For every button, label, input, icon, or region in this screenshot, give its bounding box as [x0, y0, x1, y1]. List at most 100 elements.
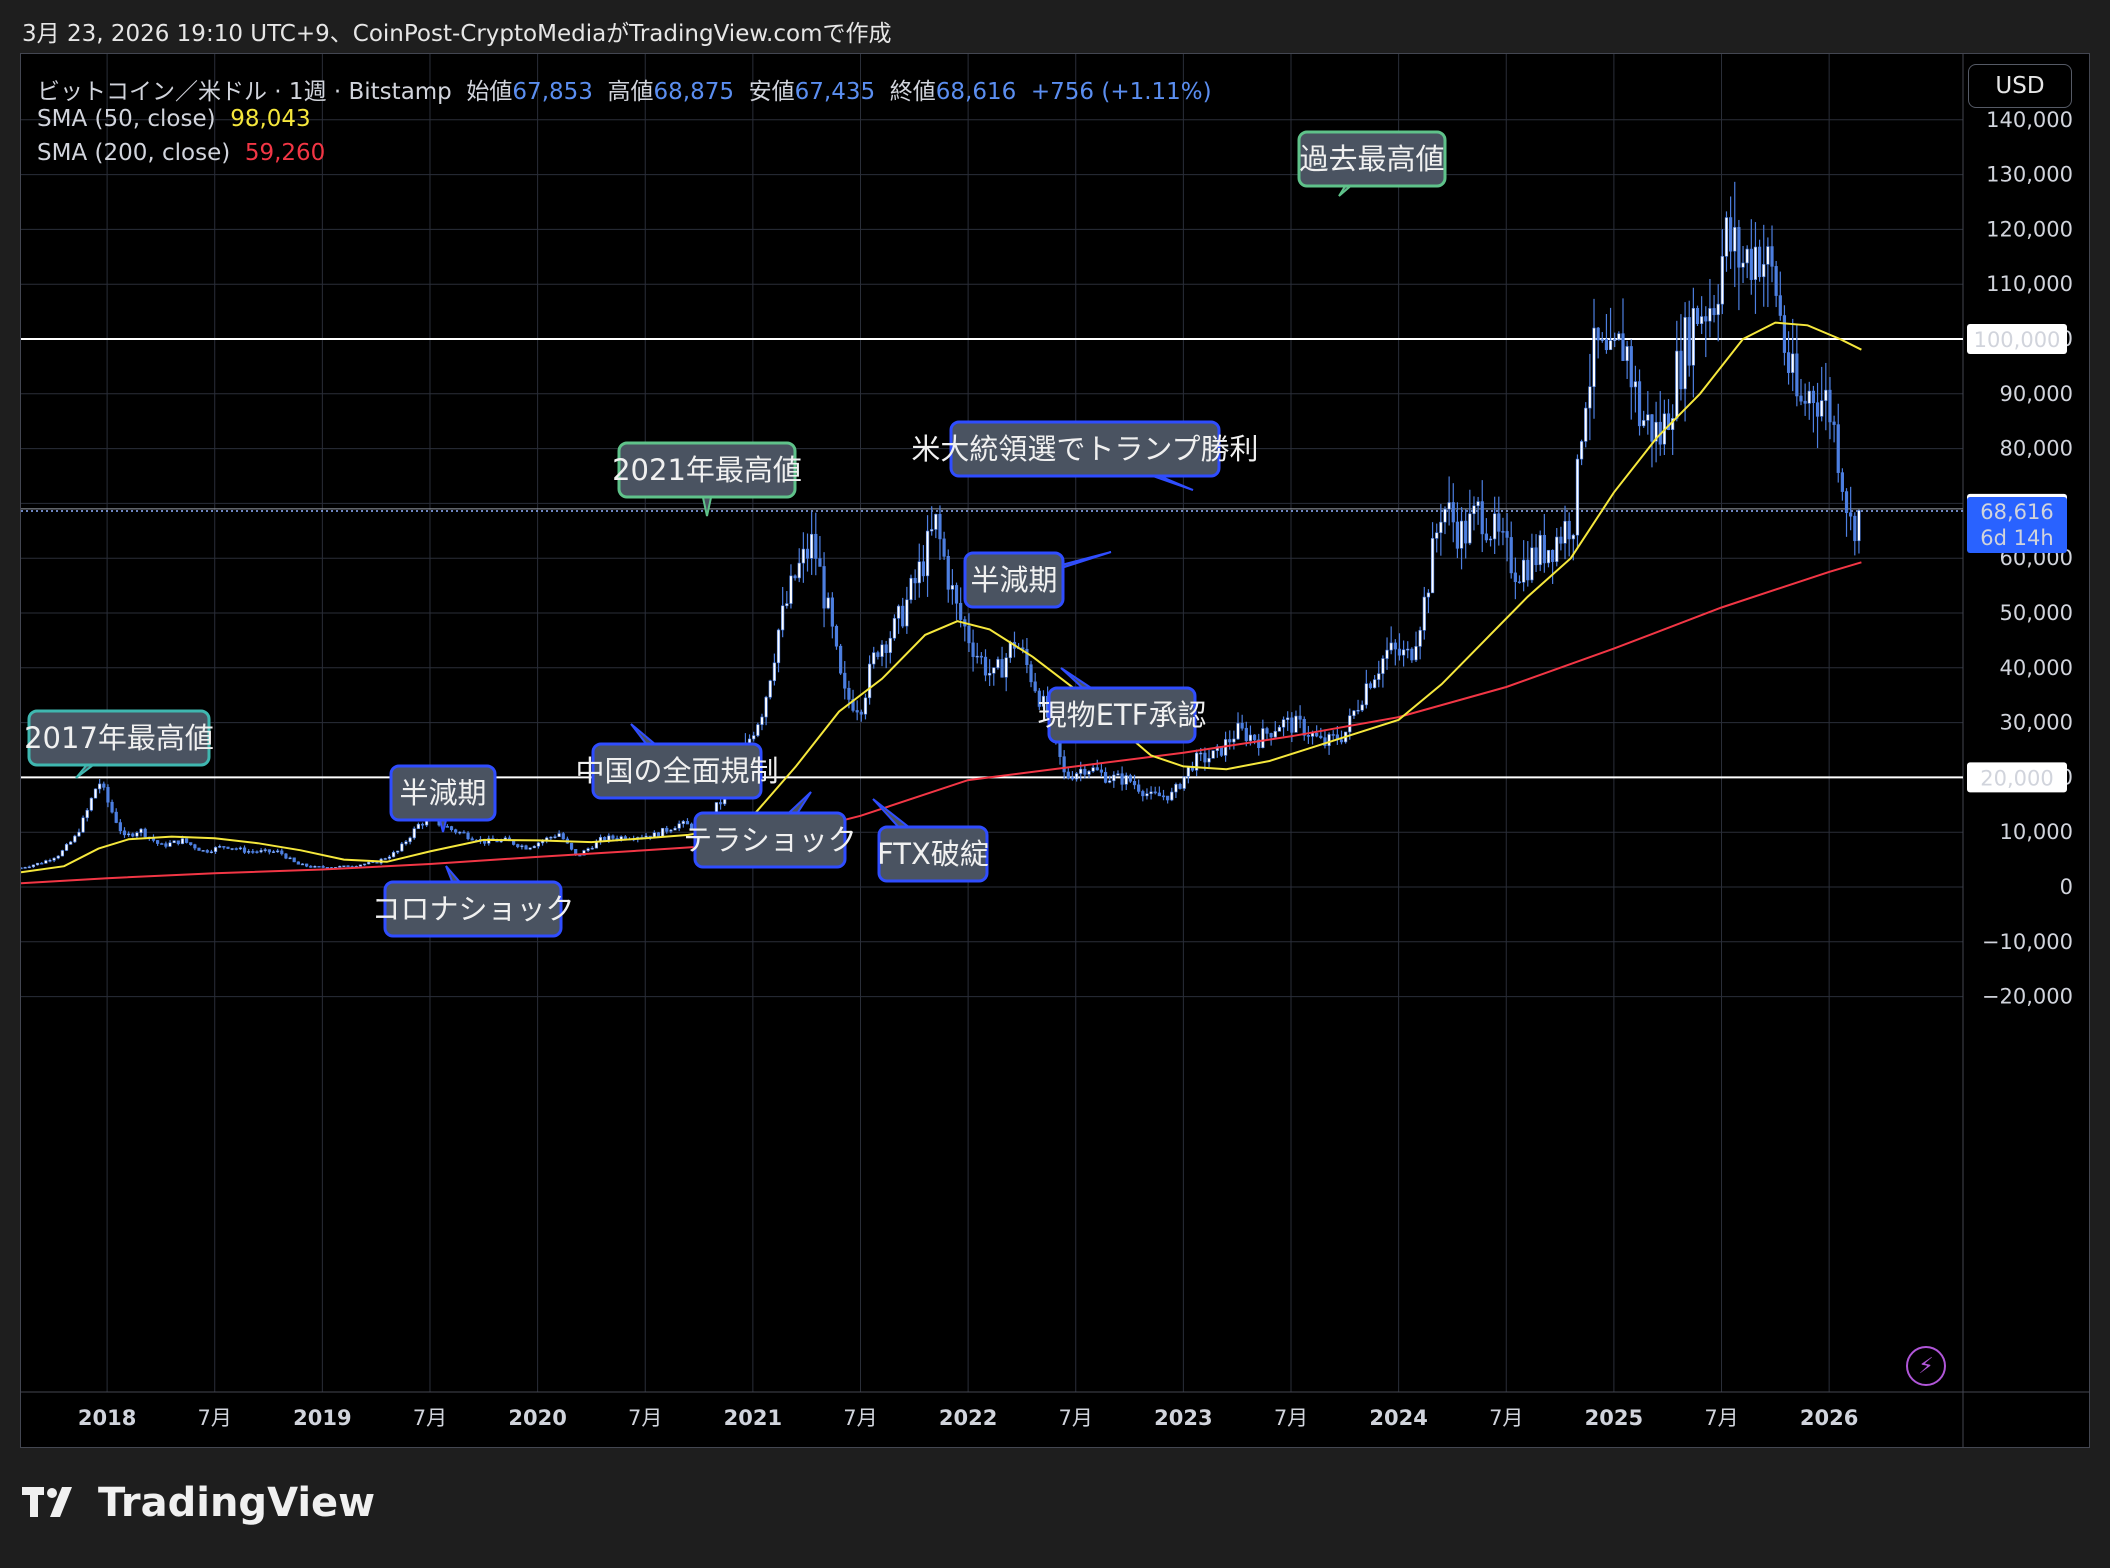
candle-body [1820, 400, 1824, 417]
candle-body [569, 842, 574, 850]
legend-close-label: 終値 [889, 79, 936, 105]
sma50-value: 98,043 [230, 106, 311, 132]
candle-body [412, 828, 416, 839]
callout-box [27, 709, 211, 767]
candle-body [131, 833, 135, 837]
candle-body [271, 851, 276, 853]
candle-body [851, 699, 855, 711]
candle-body [1679, 350, 1683, 390]
candle-body [1828, 389, 1832, 423]
candle-body [1774, 266, 1778, 296]
x-tick-label: 2020 [508, 1406, 566, 1430]
candle-body [1319, 735, 1323, 738]
candle-body [1724, 217, 1729, 257]
candle-body [992, 667, 996, 674]
candle-body [776, 629, 781, 664]
price-tag-bg [1967, 324, 2067, 354]
x-tick-label: 2024 [1369, 1406, 1427, 1430]
candle-body [1708, 308, 1712, 322]
callout-label: 2017年最高値 [24, 721, 214, 755]
candle-body [139, 828, 143, 834]
legend-sma200[interactable]: SMA (200, close) 59,260 [37, 140, 325, 166]
candle-body [1551, 549, 1555, 562]
candle-body [242, 847, 247, 853]
candle-body [590, 847, 594, 850]
candle-body [913, 577, 917, 584]
candle-body [259, 850, 263, 853]
candle-body [1633, 381, 1638, 388]
candle-body [1091, 767, 1095, 772]
candle-body [1522, 559, 1526, 583]
lightning-icon[interactable]: ⚡ [1906, 1346, 1946, 1386]
candle-body [44, 860, 48, 864]
candle-body [1223, 739, 1228, 756]
candle-body [1315, 732, 1319, 737]
legend-sma50[interactable]: SMA (50, close) 98,043 [37, 106, 311, 132]
x-tick-label: 7月 [198, 1406, 232, 1430]
candle-body [35, 862, 40, 866]
candle-body [1807, 390, 1811, 404]
candle-body [1339, 739, 1344, 743]
candle-body [1240, 722, 1244, 729]
chart-area[interactable]: −20,000 −10,000 0 10,000 20,000 30,000 40,000 5… [20, 53, 2090, 1448]
annotation-callout: 過去最高値 [1297, 130, 1447, 197]
brand-name: TradingView [98, 1480, 376, 1526]
candle-body [1281, 719, 1286, 728]
candle-body [222, 846, 226, 848]
candle-body [1161, 795, 1166, 798]
candle-body [1737, 227, 1741, 268]
callout-box [1047, 686, 1197, 744]
callout-box [1297, 130, 1447, 188]
candle-body [1079, 768, 1083, 774]
candle-body [276, 850, 280, 853]
candle-body [1145, 793, 1149, 797]
candle-body [1074, 773, 1079, 780]
sma200-label: SMA (200, close) [37, 140, 231, 166]
candle-body [209, 851, 214, 853]
candle-body [1414, 646, 1418, 661]
y-tick-label: 0 [2060, 875, 2073, 899]
y-tick-label: −10,000 [1982, 930, 2073, 954]
candle-body [1803, 400, 1807, 404]
candle-body [1004, 657, 1008, 678]
candle-body [818, 558, 822, 567]
candle-body [325, 866, 329, 869]
candle-body [48, 860, 52, 862]
candle-body [905, 599, 909, 627]
candle-body [1629, 346, 1633, 388]
candle-body [1331, 734, 1335, 736]
callout-box [963, 551, 1065, 609]
candle-body [1447, 502, 1451, 510]
candle-body [768, 680, 772, 698]
candle-body [106, 787, 110, 803]
candle-body [238, 847, 242, 850]
grid-layer [21, 54, 1963, 1392]
candle-body [1757, 246, 1762, 278]
currency-button[interactable]: USD [1968, 64, 2072, 108]
sma200-value: 59,260 [244, 140, 326, 166]
candle-body [1170, 791, 1174, 801]
candle-body [230, 848, 234, 850]
candle-body [859, 711, 863, 715]
candle-body [1277, 726, 1282, 732]
price-chart-svg[interactable]: −20,000 −10,000 0 10,000 20,000 30,000 40,000 5… [21, 54, 2089, 1447]
x-tick-label: 2026 [1800, 1406, 1858, 1430]
candle-body [532, 845, 536, 849]
candle-body [454, 829, 458, 833]
candle-body [1700, 316, 1704, 325]
annotation-callout: 中国の全面規制 [575, 723, 779, 800]
candle-body [1062, 756, 1066, 773]
candle-body [661, 827, 665, 838]
candle-body [1070, 777, 1075, 780]
candle-body [1008, 641, 1012, 659]
candle-body [814, 533, 818, 559]
candle-body [205, 850, 209, 853]
candle-body [466, 832, 470, 840]
candle-body [408, 837, 412, 843]
candle-body [971, 642, 975, 657]
candle-body [172, 840, 176, 844]
candle-body [81, 817, 85, 833]
candle-body [1178, 783, 1182, 789]
candle-body [1207, 758, 1211, 763]
